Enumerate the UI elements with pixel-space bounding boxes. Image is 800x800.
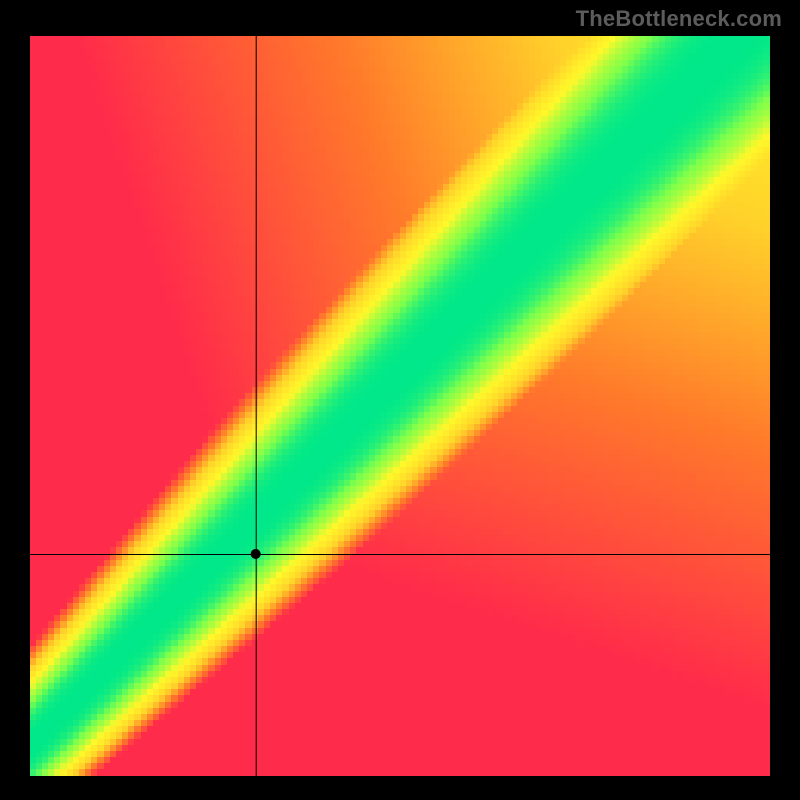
root-container: { "watermark": { "text": "TheBottleneck.… (0, 0, 800, 800)
bottleneck-heatmap (30, 36, 770, 776)
watermark-text: TheBottleneck.com (576, 6, 782, 32)
